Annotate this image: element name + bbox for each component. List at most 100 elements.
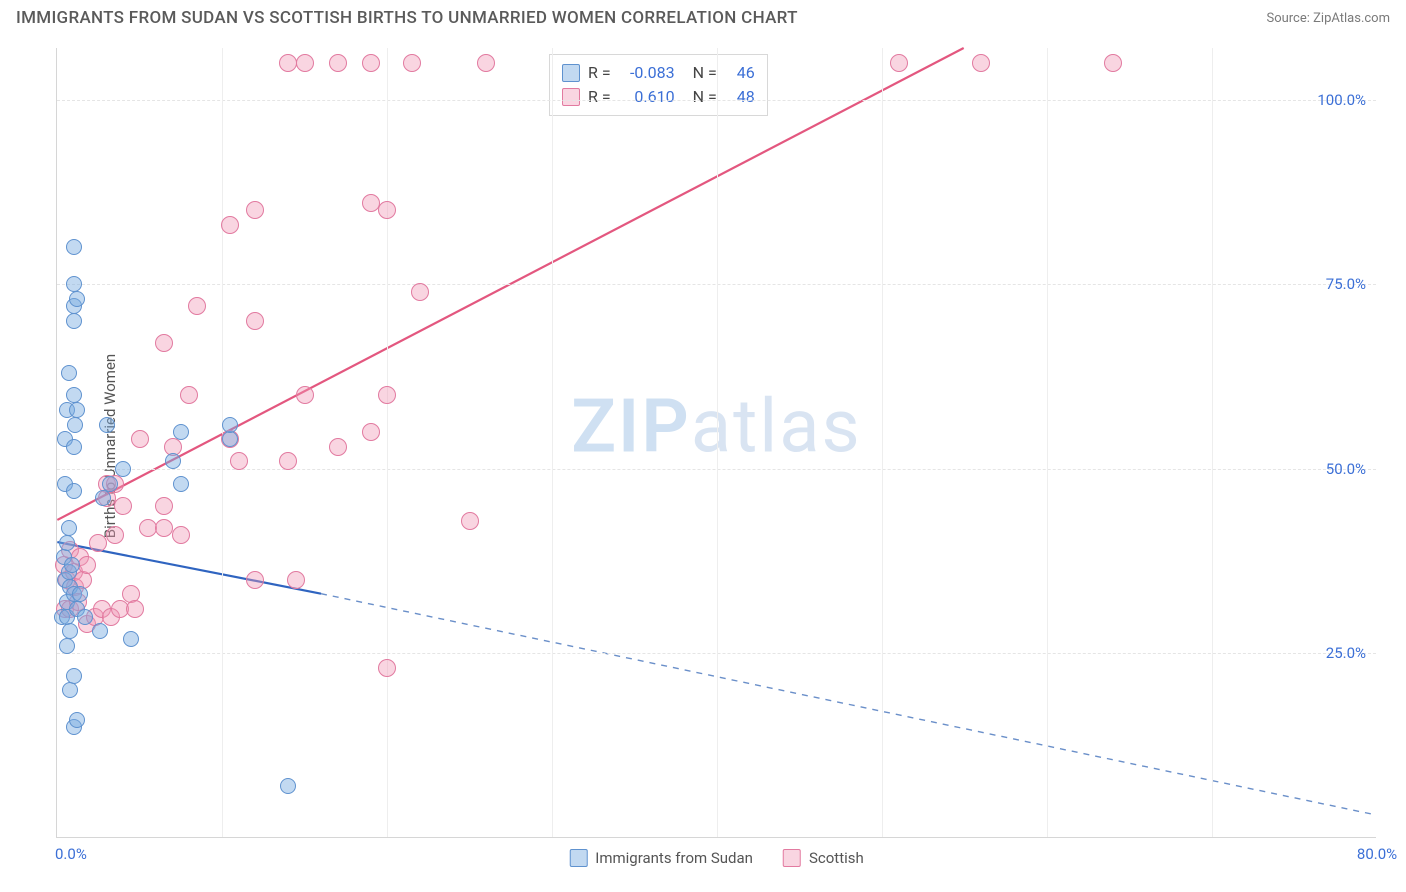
stats-r-value: 0.610 xyxy=(619,85,675,109)
legend-label-sudan: Immigrants from Sudan xyxy=(595,849,753,867)
scatter-point xyxy=(61,600,79,618)
scatter-point xyxy=(78,556,96,574)
scatter-point xyxy=(55,556,73,574)
x-tick-label: 80.0% xyxy=(1357,845,1397,863)
scatter-point xyxy=(222,431,238,447)
scatter-point xyxy=(99,417,115,433)
scatter-point xyxy=(69,593,87,611)
scatter-point xyxy=(89,534,107,552)
scatter-point xyxy=(66,668,82,684)
scatter-point xyxy=(56,549,72,565)
scatter-point xyxy=(329,438,347,456)
regression-line xyxy=(57,542,321,594)
scatter-point xyxy=(66,387,82,403)
scatter-point xyxy=(61,520,77,536)
scatter-point xyxy=(67,417,83,433)
scatter-point xyxy=(111,600,129,618)
scatter-point xyxy=(62,682,78,698)
scatter-point xyxy=(62,579,78,595)
legend-item-scottish: Scottish xyxy=(783,849,864,867)
stats-n-value: 48 xyxy=(725,85,755,109)
scatter-point xyxy=(59,638,75,654)
scatter-point xyxy=(222,417,238,433)
scatter-point xyxy=(296,386,314,404)
gridline-vertical xyxy=(552,48,553,837)
scatter-point xyxy=(1104,54,1122,72)
scatter-point xyxy=(280,778,296,794)
scatter-point xyxy=(246,571,264,589)
y-tick-label: 50.0% xyxy=(1326,460,1366,478)
stats-row: R =-0.083N =46 xyxy=(562,61,755,85)
scatter-point xyxy=(61,365,77,381)
scatter-point xyxy=(139,519,157,537)
scatter-point xyxy=(66,439,82,455)
gridline-vertical xyxy=(222,48,223,837)
regression-line xyxy=(321,594,1376,815)
scatter-point xyxy=(78,615,96,633)
scatter-point xyxy=(66,483,82,499)
stats-n-label: N = xyxy=(693,85,717,109)
bottom-legend: Immigrants from Sudan Scottish xyxy=(569,849,864,867)
scatter-point xyxy=(56,600,74,618)
scatter-point xyxy=(61,541,79,559)
scatter-point xyxy=(57,476,73,492)
scatter-point xyxy=(86,608,104,626)
scatter-point xyxy=(93,600,111,618)
source-name: ZipAtlas.com xyxy=(1313,11,1390,26)
scatter-point xyxy=(411,283,429,301)
y-tick-label: 25.0% xyxy=(1326,644,1366,662)
scatter-point xyxy=(66,578,84,596)
scatter-point xyxy=(173,424,189,440)
legend-swatch-scottish xyxy=(783,849,801,867)
scatter-point xyxy=(164,438,182,456)
scatter-point xyxy=(188,297,206,315)
scatter-point xyxy=(74,571,92,589)
scatter-point xyxy=(59,535,75,551)
scatter-point xyxy=(279,452,297,470)
scatter-point xyxy=(122,585,140,603)
scatter-point xyxy=(71,548,89,566)
y-tick-label: 75.0% xyxy=(1326,275,1366,293)
stats-r-label: R = xyxy=(588,85,611,109)
scatter-point xyxy=(329,54,347,72)
stats-r-label: R = xyxy=(588,61,611,85)
scatter-point xyxy=(180,386,198,404)
scatter-point xyxy=(77,609,93,625)
scatter-point xyxy=(66,586,82,602)
stats-swatch xyxy=(562,64,580,82)
scatter-point xyxy=(59,402,75,418)
scatter-point xyxy=(972,54,990,72)
scatter-point xyxy=(72,586,88,602)
scatter-point xyxy=(59,594,75,610)
scatter-point xyxy=(69,291,85,307)
scatter-point xyxy=(461,512,479,530)
scatter-point xyxy=(95,490,111,506)
scatter-point xyxy=(58,571,76,589)
stats-r-value: -0.083 xyxy=(619,61,675,85)
x-tick-label: 0.0% xyxy=(55,845,87,863)
scatter-point xyxy=(92,623,108,639)
scatter-point xyxy=(165,453,181,469)
gridline-vertical xyxy=(717,48,718,837)
scatter-point xyxy=(477,54,495,72)
gridline-vertical xyxy=(1047,48,1048,837)
title-bar: IMMIGRANTS FROM SUDAN VS SCOTTISH BIRTHS… xyxy=(0,0,1406,32)
scatter-point xyxy=(246,312,264,330)
scatter-point xyxy=(54,609,70,625)
chart-title: IMMIGRANTS FROM SUDAN VS SCOTTISH BIRTHS… xyxy=(16,8,798,28)
stats-n-label: N = xyxy=(693,61,717,85)
scatter-point xyxy=(57,431,73,447)
legend-label-scottish: Scottish xyxy=(809,849,864,867)
scatter-point xyxy=(230,452,248,470)
scatter-point xyxy=(123,631,139,647)
gridline-vertical xyxy=(882,48,883,837)
scatter-plot: ZIPatlas R =-0.083N =46R =0.610N =48 Imm… xyxy=(56,48,1376,838)
scatter-point xyxy=(69,402,85,418)
scatter-point xyxy=(890,54,908,72)
scatter-point xyxy=(66,298,82,314)
scatter-point xyxy=(59,609,75,625)
y-tick-label: 100.0% xyxy=(1317,91,1366,109)
gridline-vertical xyxy=(1212,48,1213,837)
scatter-point xyxy=(66,239,82,255)
scatter-point xyxy=(65,563,83,581)
